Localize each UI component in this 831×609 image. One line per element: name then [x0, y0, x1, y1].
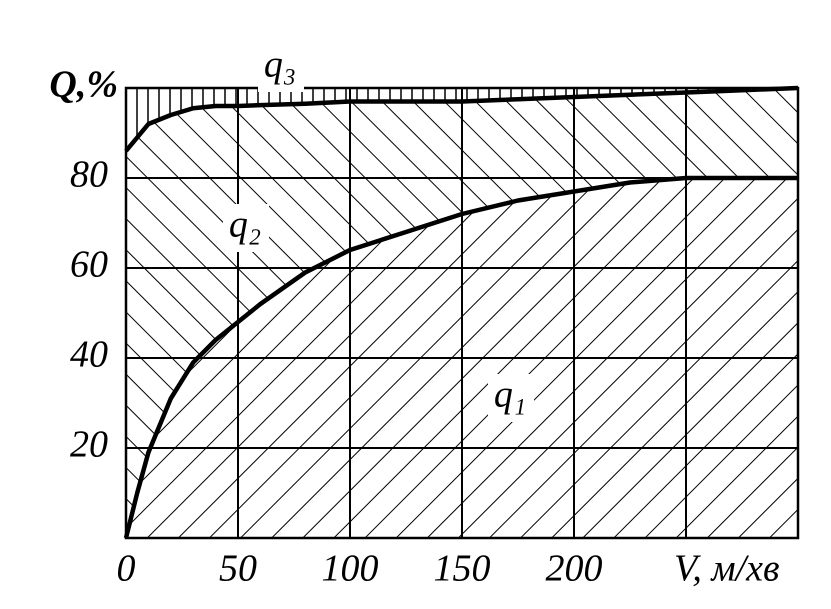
x-tick-label: 50 [219, 548, 257, 590]
series-label: q₂ [229, 204, 261, 246]
series-label: q₁ [494, 374, 526, 416]
label-bg [258, 44, 304, 92]
x-tick-label: 150 [434, 548, 491, 590]
series-label: q₃ [264, 44, 296, 86]
y-tick-label: 80 [70, 154, 108, 196]
x-tick-label: 100 [322, 548, 379, 590]
label-bg [223, 204, 269, 252]
curve [123, 175, 798, 539]
y-tick-label: 60 [70, 244, 108, 286]
plot-frame [124, 86, 800, 540]
x-tick-label: V, м/хв [674, 548, 779, 590]
hatch-area [126, 88, 798, 538]
x-tick-label: 200 [546, 548, 603, 590]
y-tick-label: Q,% [49, 64, 118, 106]
x-tick-label: 0 [117, 548, 136, 590]
y-tick-label: 40 [70, 334, 108, 376]
label-bg [488, 374, 534, 422]
curve [124, 85, 799, 153]
y-tick-label: 20 [70, 424, 108, 466]
